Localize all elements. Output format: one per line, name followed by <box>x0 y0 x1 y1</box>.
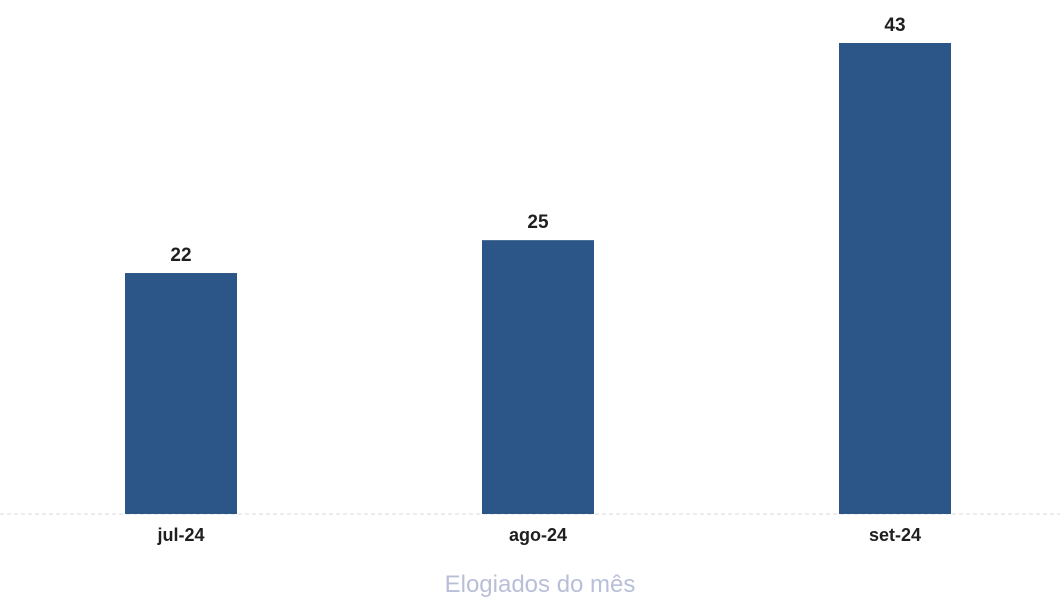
data-label-ago-24: 25 <box>527 212 549 233</box>
value-labels-group: 22 25 43 <box>170 15 905 266</box>
bar-set-24 <box>839 43 951 514</box>
legend-series-name: Elogiados do mês <box>445 571 636 598</box>
category-labels-group: jul-24 ago-24 set-24 <box>156 525 921 545</box>
data-label-jul-24: 22 <box>170 245 191 266</box>
bar-jul-24 <box>125 273 237 514</box>
x-tick-label-set-24: set-24 <box>869 525 921 545</box>
bar-ago-24 <box>482 240 594 515</box>
x-tick-label-ago-24: ago-24 <box>509 525 567 545</box>
x-tick-label-jul-24: jul-24 <box>156 525 204 545</box>
data-label-set-24: 43 <box>884 15 905 36</box>
bars-group <box>125 43 951 515</box>
